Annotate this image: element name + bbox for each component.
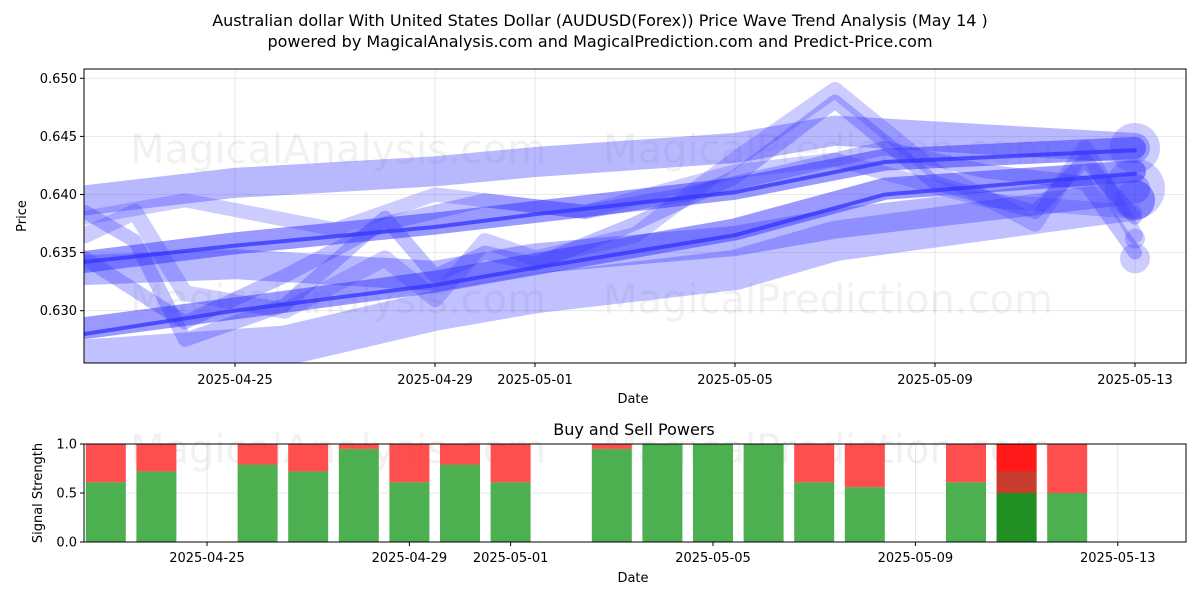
sell-bar <box>85 444 126 483</box>
sell-bar <box>490 444 531 483</box>
price-y-ticks: 0.630 0.635 0.640 0.645 0.650 <box>40 72 84 319</box>
sell-bar <box>591 444 632 449</box>
signal-x-tick-label: 2025-04-25 <box>169 551 245 566</box>
wave-line-2 <box>84 115 1150 216</box>
price-x-tick-label: 2025-05-09 <box>897 373 973 388</box>
signal-bars <box>85 444 1088 542</box>
signal-plot: Buy and Sell Powers MagicalAnalysis.com … <box>31 420 1187 586</box>
signal-y-tick-label: 0.0 <box>56 536 77 551</box>
watermark-analysis-top: MagicalAnalysis.com <box>130 127 546 173</box>
price-y-tick-label: 0.630 <box>40 304 77 319</box>
price-y-tick-label: 0.650 <box>40 72 77 87</box>
sell-bar <box>794 444 835 483</box>
wave-line-3 <box>84 173 1150 291</box>
buy-bar <box>237 464 278 542</box>
signal-x-axis-label: Date <box>617 571 648 586</box>
wave-line-6 <box>84 81 1143 319</box>
buy-bar <box>946 482 986 542</box>
chart-title-line2: powered by MagicalAnalysis.com and Magic… <box>267 32 932 51</box>
sell-bar <box>1047 444 1088 493</box>
end-marker-2 <box>1115 180 1155 221</box>
signal-y-ticks: 0.0 0.5 1.0 <box>56 438 84 551</box>
buy-bar <box>85 482 126 542</box>
watermark-analysis-bottom: MagicalAnalysis.com <box>130 427 546 473</box>
price-x-tick-label: 2025-05-01 <box>497 373 573 388</box>
buy-bar <box>288 471 329 542</box>
price-y-axis-label: Price <box>15 200 30 232</box>
signal-y-axis-label: Signal Strength <box>31 443 46 543</box>
buy-bar <box>490 482 531 542</box>
buy-bar <box>136 471 177 542</box>
signal-x-tick-label: 2025-05-01 <box>473 551 549 566</box>
price-x-tick-label: 2025-05-13 <box>1097 373 1173 388</box>
buy-bar <box>743 444 784 542</box>
watermark-prediction-mid: MagicalPrediction.com <box>603 277 1053 323</box>
end-marker-4 <box>1105 158 1165 219</box>
buy-bar <box>642 444 683 542</box>
sell-bar <box>440 444 480 465</box>
end-marker-0 <box>1125 228 1145 249</box>
buy-bar <box>1047 493 1088 542</box>
price-y-tick-label: 0.645 <box>40 130 77 145</box>
wave-line-1 <box>84 137 1146 273</box>
signal-title: Buy and Sell Powers <box>553 420 715 439</box>
price-x-tick-label: 2025-04-29 <box>397 373 473 388</box>
signal-y-tick-label: 1.0 <box>56 438 77 453</box>
signal-y-tick-label: 0.5 <box>56 487 77 502</box>
sell-bar-overlay <box>996 444 1037 472</box>
end-marker-1 <box>1120 243 1150 274</box>
buy-bar <box>844 487 885 542</box>
price-x-tick-label: 2025-05-05 <box>697 373 773 388</box>
wave-line-9 <box>84 171 1137 336</box>
price-x-axis-label: Date <box>617 392 648 407</box>
end-marker-3 <box>1110 123 1160 174</box>
wave-line-8 <box>84 152 1142 237</box>
sell-bar <box>338 444 379 449</box>
signal-x-tick-label: 2025-05-09 <box>878 551 954 566</box>
wave-line-0 <box>84 160 1146 340</box>
buy-bar <box>693 444 733 542</box>
sell-bar <box>237 444 278 465</box>
signal-x-tick-label: 2025-04-29 <box>372 551 448 566</box>
buy-bar <box>338 448 379 542</box>
end-markers <box>1105 123 1165 274</box>
sell-bar-overlay-mid <box>996 471 1037 493</box>
price-x-tick-label: 2025-04-25 <box>197 373 273 388</box>
price-plot-frame <box>83 68 1187 364</box>
signal-x-ticks: 2025-04-25 2025-04-29 2025-05-01 2025-05-05… <box>169 542 1156 566</box>
price-y-tick-label: 0.635 <box>40 246 77 261</box>
sell-bar <box>136 444 177 472</box>
signal-x-tick-label: 2025-05-05 <box>675 551 751 566</box>
wave-line-5 <box>84 94 1142 347</box>
wave-line-10 <box>84 148 1137 264</box>
buy-bar <box>794 482 835 542</box>
sell-bar <box>844 444 885 488</box>
wave-series <box>84 81 1155 363</box>
price-plot: MagicalAnalysis.com MagicalPrediction.co… <box>15 68 1187 407</box>
buy-bar <box>440 464 480 542</box>
buy-bar <box>389 482 430 542</box>
wave-line-4 <box>84 180 1155 363</box>
chart-title-line1: Australian dollar With United States Dol… <box>212 11 988 30</box>
price-y-tick-label: 0.640 <box>40 188 77 203</box>
buy-bar-overlay <box>996 493 1037 542</box>
buy-bar <box>591 448 632 542</box>
sell-bar <box>288 444 329 472</box>
signal-x-tick-label: 2025-05-13 <box>1080 551 1156 566</box>
sell-bar <box>389 444 430 483</box>
sell-bar <box>946 444 986 483</box>
price-x-ticks: 2025-04-25 2025-04-29 2025-05-01 2025-05-05… <box>197 363 1173 388</box>
